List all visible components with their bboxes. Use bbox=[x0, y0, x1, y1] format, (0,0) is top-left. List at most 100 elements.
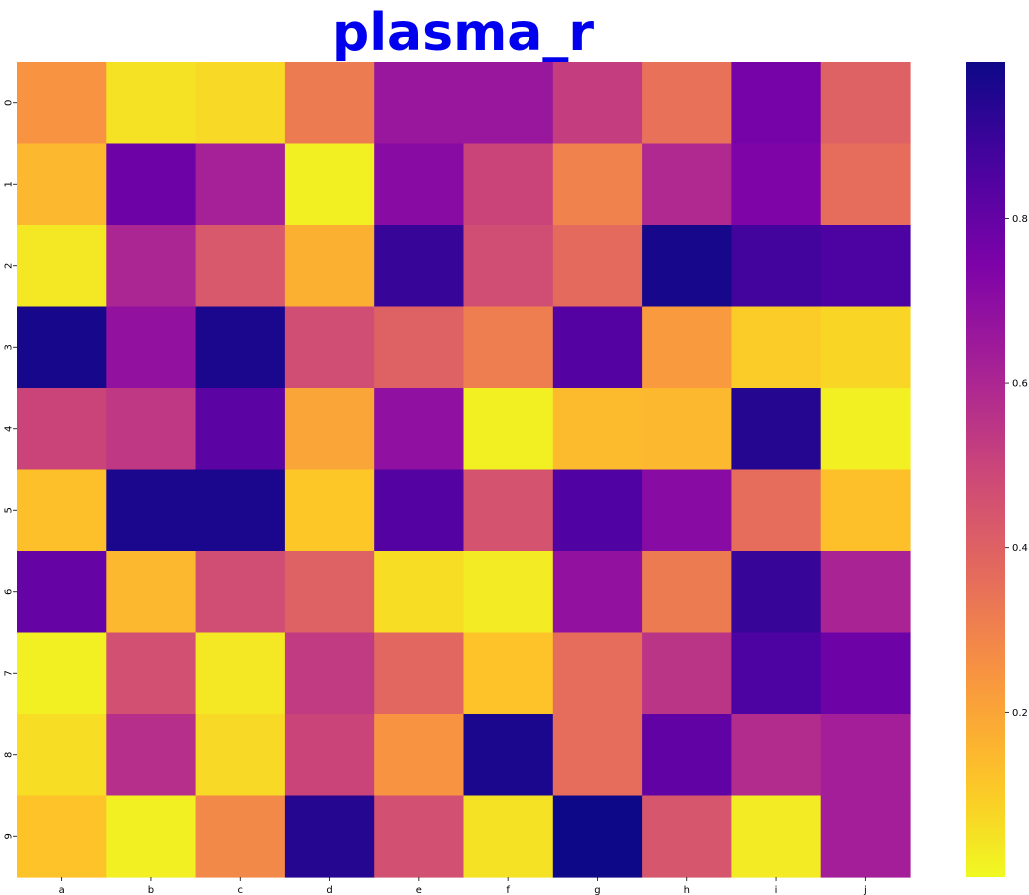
heatmap-cell-9-i bbox=[731, 795, 822, 878]
heatmap-cell-2-j bbox=[820, 225, 911, 308]
y-tick-label: 5 bbox=[4, 507, 15, 513]
chart-title: plasma_r bbox=[332, 3, 594, 63]
heatmap-cell-4-j bbox=[820, 388, 911, 471]
x-tick-label: d bbox=[326, 885, 332, 895]
heatmap-cell-9-e bbox=[374, 795, 465, 878]
heatmap-cell-5-h bbox=[642, 469, 732, 552]
heatmap-cell-9-g bbox=[552, 795, 643, 878]
heatmap-cell-2-f bbox=[463, 225, 554, 308]
heatmap-cell-3-c bbox=[195, 306, 286, 389]
heatmap-cell-2-b bbox=[106, 225, 197, 308]
heatmap-cell-2-i bbox=[731, 225, 822, 308]
heatmap-cell-2-g bbox=[552, 225, 643, 308]
heatmap-cell-1-f bbox=[463, 143, 554, 226]
heatmap-cell-4-a bbox=[17, 388, 107, 471]
heatmap-cell-5-b bbox=[106, 469, 197, 552]
heatmap-cell-6-e bbox=[374, 551, 465, 634]
heatmap-cell-0-g bbox=[552, 62, 643, 145]
heatmap-cell-6-c bbox=[195, 551, 286, 634]
heatmap-cell-9-d bbox=[284, 795, 375, 878]
heatmap-cell-8-e bbox=[374, 714, 465, 797]
heatmap-cell-2-h bbox=[642, 225, 732, 308]
heatmap-cell-2-e bbox=[374, 225, 465, 308]
heatmap-cell-1-j bbox=[820, 143, 911, 226]
heatmap-cell-5-d bbox=[284, 469, 375, 552]
heatmap-cell-3-j bbox=[820, 306, 911, 389]
heatmap-cell-0-f bbox=[463, 62, 554, 145]
heatmap-cell-7-h bbox=[642, 632, 732, 715]
y-axis-ticks: 0 1 2 3 4 5 6 7 8 9 bbox=[4, 100, 17, 839]
heatmap-cell-6-d bbox=[284, 551, 375, 634]
heatmap-cell-5-j bbox=[820, 469, 911, 552]
heatmap-cell-7-f bbox=[463, 632, 554, 715]
heatmap-cell-5-e bbox=[374, 469, 465, 552]
colorbar-tick-label: 0.4 bbox=[1012, 543, 1028, 554]
heatmap-cell-8-g bbox=[552, 714, 643, 797]
heatmap-cell-3-f bbox=[463, 306, 554, 389]
heatmap-cell-8-i bbox=[731, 714, 822, 797]
heatmap-cell-7-e bbox=[374, 632, 465, 715]
heatmap-cell-6-j bbox=[820, 551, 911, 634]
y-tick-label: 8 bbox=[4, 752, 15, 758]
x-tick-label: j bbox=[863, 885, 867, 895]
heatmap-cell-7-j bbox=[820, 632, 911, 715]
x-tick-label: b bbox=[148, 885, 154, 895]
colorbar-tick-label: 0.8 bbox=[1012, 214, 1028, 225]
colorbar-tick-label: 0.6 bbox=[1012, 379, 1028, 390]
x-tick-label: g bbox=[594, 885, 600, 895]
heatmap-cell-1-d bbox=[284, 143, 375, 226]
x-tick-label: c bbox=[238, 885, 244, 895]
heatmap-cell-4-f bbox=[463, 388, 554, 471]
heatmap-cells bbox=[17, 62, 911, 878]
y-tick-label: 6 bbox=[4, 589, 15, 595]
x-axis-ticks: a b c d e f g h i j bbox=[59, 877, 867, 895]
heatmap-cell-0-i bbox=[731, 62, 822, 145]
y-tick-label: 0 bbox=[4, 100, 15, 106]
heatmap-cell-6-b bbox=[106, 551, 197, 634]
heatmap-cell-7-c bbox=[195, 632, 286, 715]
y-tick-label: 9 bbox=[4, 833, 15, 839]
heatmap-cell-4-g bbox=[552, 388, 643, 471]
heatmap-cell-8-b bbox=[106, 714, 197, 797]
heatmap-cell-5-i bbox=[731, 469, 822, 552]
heatmap-cell-7-g bbox=[552, 632, 643, 715]
heatmap-cell-4-b bbox=[106, 388, 197, 471]
y-tick-label: 7 bbox=[4, 670, 15, 676]
heatmap-cell-6-f bbox=[463, 551, 554, 634]
heatmap-cell-0-a bbox=[17, 62, 107, 145]
heatmap-cell-8-a bbox=[17, 714, 107, 797]
heatmap-cell-6-g bbox=[552, 551, 643, 634]
x-tick-label: h bbox=[684, 885, 690, 895]
heatmap-cell-0-h bbox=[642, 62, 732, 145]
colorbar-tick-label: 0.2 bbox=[1012, 708, 1028, 719]
heatmap-cell-0-c bbox=[195, 62, 286, 145]
heatmap-cell-8-c bbox=[195, 714, 286, 797]
x-tick-label: i bbox=[775, 885, 778, 895]
heatmap-cell-1-b bbox=[106, 143, 197, 226]
heatmap-cell-4-i bbox=[731, 388, 822, 471]
heatmap-cell-3-e bbox=[374, 306, 465, 389]
colorbar bbox=[966, 62, 1005, 877]
heatmap-cell-1-g bbox=[552, 143, 643, 226]
heatmap-cell-7-a bbox=[17, 632, 107, 715]
heatmap-cell-1-h bbox=[642, 143, 732, 226]
heatmap-cell-8-j bbox=[820, 714, 911, 797]
heatmap-cell-3-g bbox=[552, 306, 643, 389]
heatmap-cell-6-h bbox=[642, 551, 732, 634]
heatmap-cell-7-d bbox=[284, 632, 375, 715]
heatmap-cell-1-a bbox=[17, 143, 107, 226]
x-tick-label: f bbox=[506, 885, 510, 895]
heatmap-cell-4-h bbox=[642, 388, 732, 471]
heatmap-cell-8-d bbox=[284, 714, 375, 797]
heatmap-cell-3-d bbox=[284, 306, 375, 389]
colorbar-ticks: 0.2 0.4 0.6 0.8 bbox=[1005, 214, 1028, 719]
y-tick-label: 2 bbox=[4, 263, 15, 269]
heatmap-cell-9-j bbox=[820, 795, 911, 878]
heatmap-cell-3-b bbox=[106, 306, 197, 389]
heatmap-cell-9-b bbox=[106, 795, 197, 878]
y-tick-label: 1 bbox=[4, 181, 15, 187]
y-tick-label: 4 bbox=[4, 426, 15, 432]
heatmap-cell-4-d bbox=[284, 388, 375, 471]
x-tick-label: a bbox=[59, 885, 65, 895]
